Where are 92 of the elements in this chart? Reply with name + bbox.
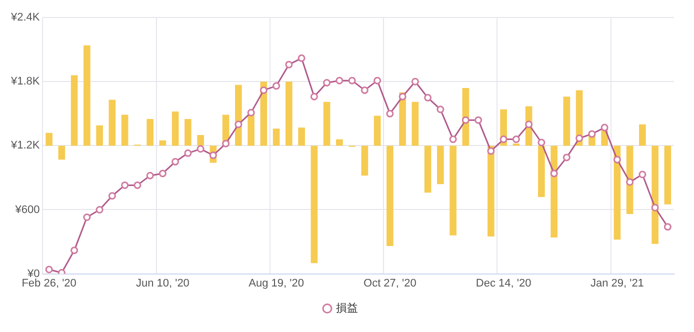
legend-label: 損益 <box>336 301 358 314</box>
point <box>512 136 520 144</box>
bar <box>108 100 116 146</box>
point <box>424 94 432 102</box>
bar <box>184 119 192 146</box>
point <box>626 178 634 186</box>
bar <box>58 146 66 160</box>
point <box>108 192 116 200</box>
point <box>70 246 78 254</box>
point <box>487 147 495 155</box>
x-tick-label: Jan 29, '21 <box>590 277 644 290</box>
point <box>588 130 596 138</box>
point <box>525 120 533 128</box>
bar <box>310 146 318 264</box>
bar <box>70 75 78 146</box>
bar <box>84 45 90 146</box>
bar <box>550 146 558 238</box>
point <box>600 124 608 132</box>
point <box>550 170 558 178</box>
point <box>272 82 280 90</box>
point <box>247 108 255 116</box>
point <box>562 154 570 162</box>
point <box>260 86 268 94</box>
point <box>386 110 394 118</box>
x-tick-label: Aug 19, '20 <box>248 277 304 290</box>
point <box>83 213 91 221</box>
bar <box>323 102 330 146</box>
point <box>613 156 621 164</box>
y-tick-label: ¥1.2K <box>10 140 40 152</box>
point <box>310 92 318 100</box>
x-tick-label: Oct 27, '20 <box>364 277 416 290</box>
point <box>323 78 331 86</box>
point <box>209 152 217 160</box>
point <box>462 116 470 124</box>
y-tick-label: ¥0 <box>26 268 40 280</box>
point <box>172 158 180 166</box>
bar <box>386 146 394 246</box>
point <box>576 134 584 142</box>
bar <box>639 124 646 146</box>
y-tick-label: ¥600 <box>14 204 40 216</box>
point <box>146 172 154 180</box>
x-tick-label: Jun 10, '20 <box>136 277 190 290</box>
point <box>184 149 192 157</box>
point <box>234 120 242 128</box>
point <box>374 76 382 84</box>
bar <box>172 112 179 146</box>
bar <box>488 146 494 236</box>
bar <box>664 146 672 204</box>
point <box>500 136 508 144</box>
x-tick-label: Dec 14, '20 <box>476 277 532 290</box>
bar <box>46 132 52 146</box>
bar <box>652 146 658 244</box>
point <box>398 92 406 100</box>
bar <box>146 119 154 146</box>
point <box>638 170 646 178</box>
y-tick-label: ¥2.4K <box>10 12 40 24</box>
point <box>411 78 419 86</box>
bar <box>96 125 103 146</box>
point <box>121 181 129 189</box>
point <box>651 204 659 212</box>
point <box>360 86 368 94</box>
point <box>196 145 204 153</box>
bar <box>450 146 456 236</box>
bar <box>336 139 343 146</box>
bar <box>121 114 128 146</box>
point <box>96 206 104 214</box>
point <box>285 60 293 68</box>
point <box>158 170 166 178</box>
point <box>298 54 306 62</box>
bar <box>272 128 280 146</box>
point <box>664 223 672 231</box>
point <box>45 266 53 274</box>
bar <box>563 96 570 146</box>
bar <box>374 116 381 146</box>
point <box>449 136 457 144</box>
y-tick-label: ¥1.8K <box>10 76 40 88</box>
bar <box>361 146 368 176</box>
point <box>474 116 482 124</box>
bar <box>298 128 305 146</box>
point <box>436 106 444 114</box>
point <box>336 76 344 84</box>
point <box>134 181 142 189</box>
bar <box>412 102 419 146</box>
point <box>222 140 230 148</box>
bar <box>286 82 292 146</box>
point <box>538 138 546 146</box>
bar <box>538 146 545 197</box>
bar <box>424 146 432 193</box>
bar <box>197 135 204 146</box>
bar <box>437 146 444 184</box>
point <box>348 76 356 84</box>
x-tick-label: Feb 26, '20 <box>22 277 76 290</box>
